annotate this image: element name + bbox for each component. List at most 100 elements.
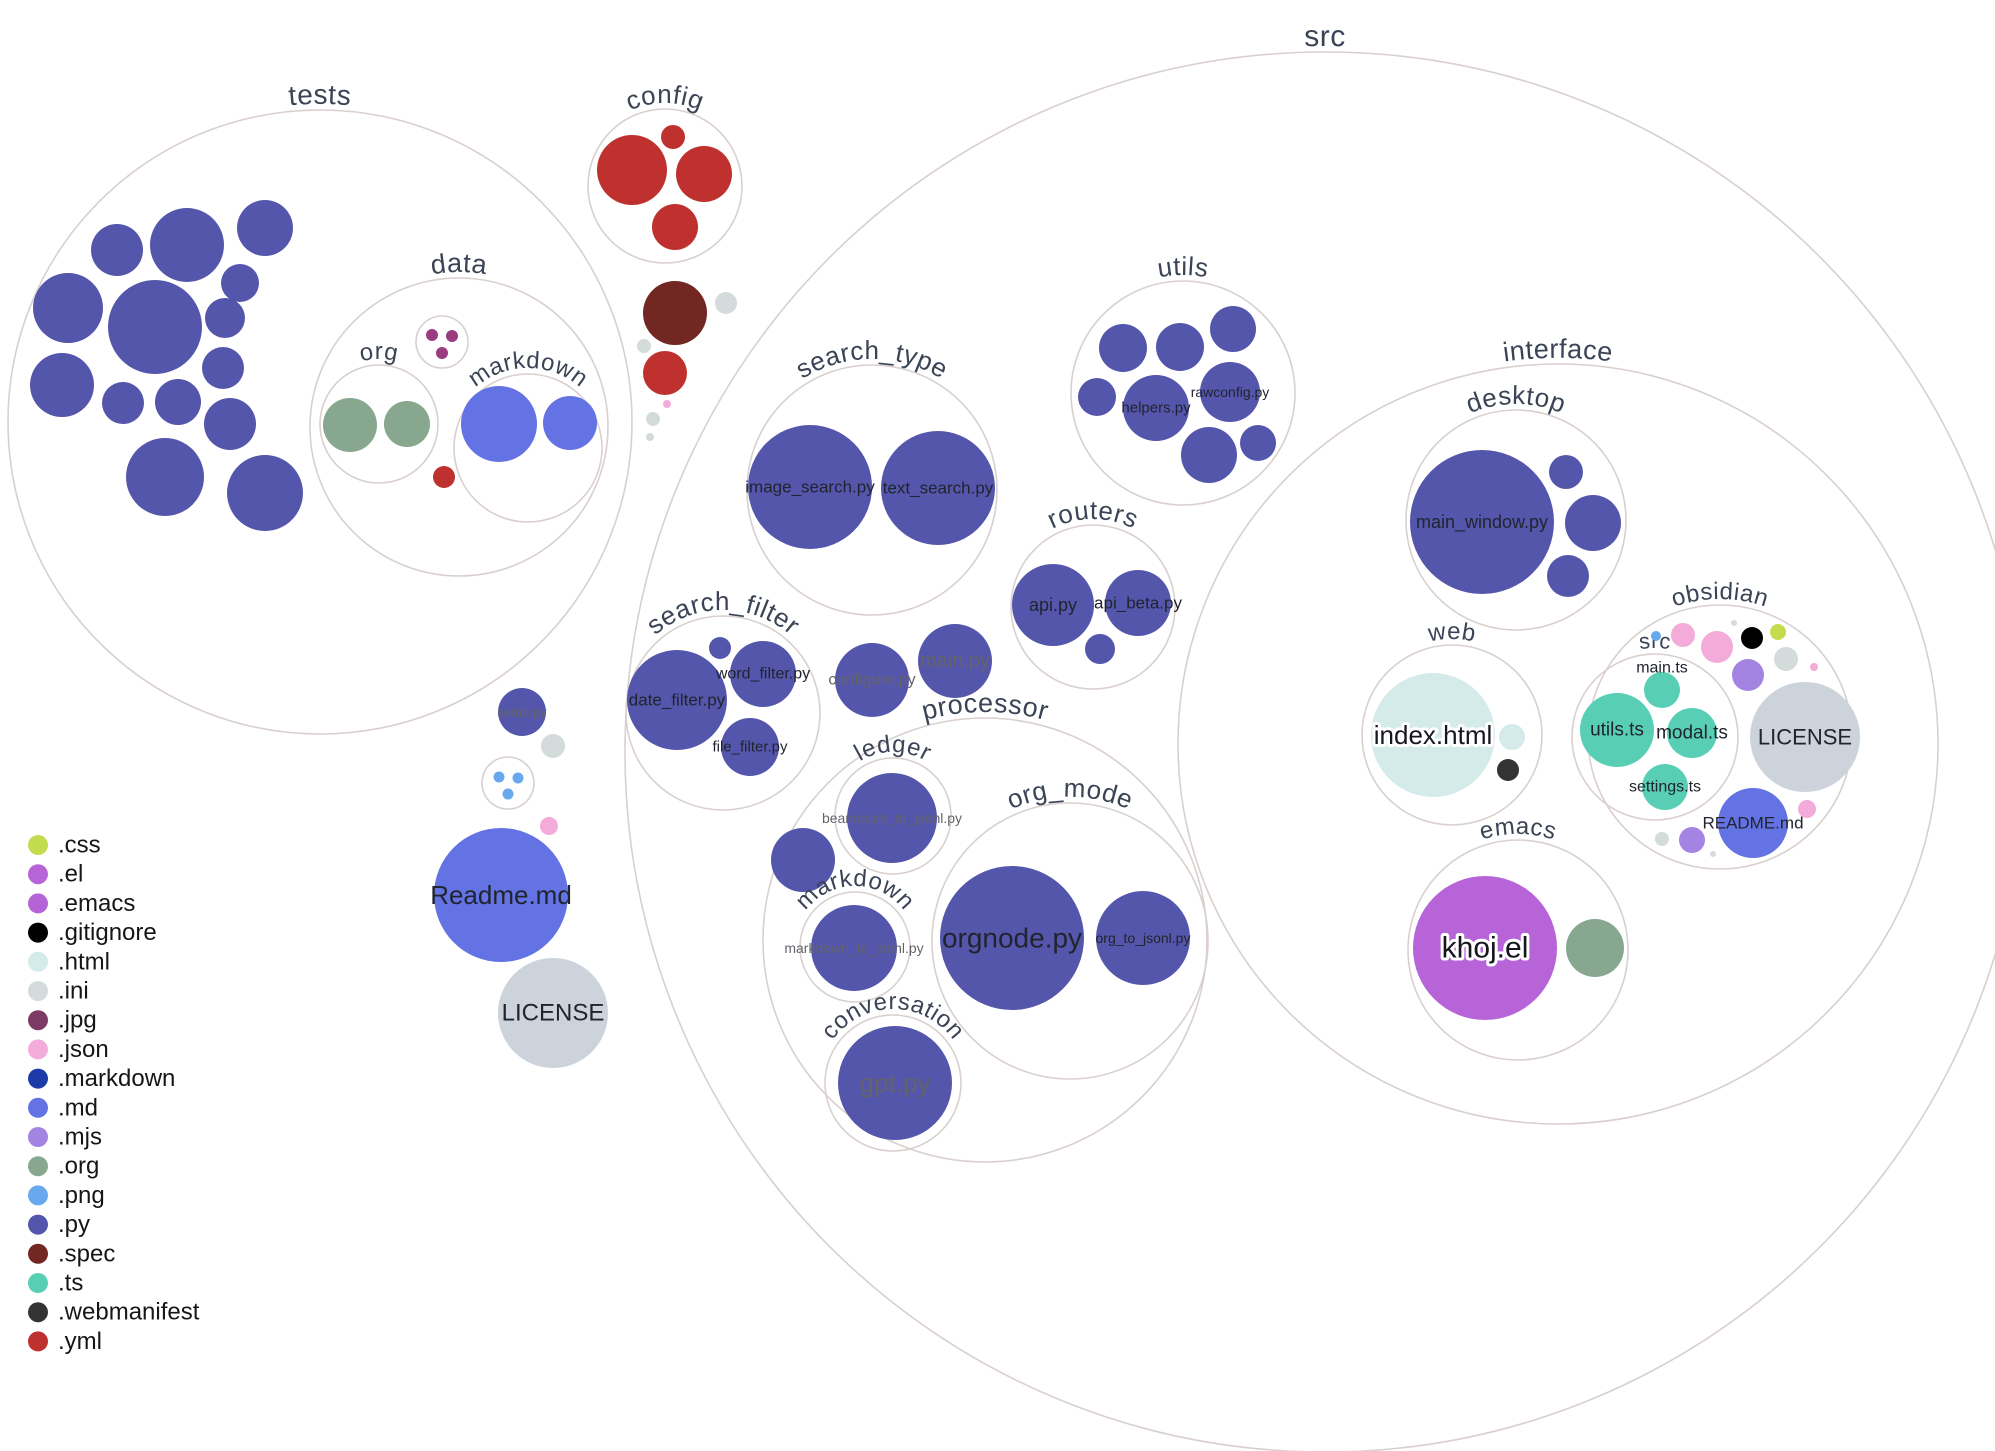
folder-circle-data-org: [319, 364, 439, 484]
file-circle-tests-py-4: [221, 264, 259, 302]
file-circle-khoj.el: [1413, 876, 1557, 1020]
folder-circle-tests: [7, 109, 633, 735]
folder-label-utils: utils: [1155, 251, 1210, 283]
file-circle-utils-py-4: [1078, 378, 1116, 416]
folder-label-org_mode: org_mode: [1002, 773, 1137, 815]
folder-label-tests: tests: [287, 79, 352, 111]
file-circle-image_search.py: [748, 425, 872, 549]
folder-label-search_filter: search_filter: [640, 586, 806, 640]
legend-item-spec: .spec: [28, 1240, 115, 1267]
file-circle-root-yml: [643, 351, 687, 395]
folder-label-desktop: desktop: [1462, 380, 1570, 419]
folder-circle-search_filter: [625, 615, 821, 811]
file-label-utils.ts: utils.ts: [1590, 720, 1644, 741]
file-circle-obsidian-ini-3: [1655, 832, 1669, 846]
file-circle-tests-py-3: [237, 200, 293, 256]
folder-label-data-markdown: markdown: [463, 347, 593, 393]
file-circle-modal.ts: [1667, 708, 1717, 758]
file-circle-obsidian-png: [1651, 631, 1661, 641]
file-circle-configure.py: [835, 643, 909, 717]
legend-item-el: .el: [28, 861, 83, 888]
file-label-obsidian-LICENSE: LICENSE: [1758, 725, 1852, 750]
file-label-api.py: api.py: [1029, 595, 1077, 615]
file-circle-root-json-2: [540, 817, 558, 835]
folder-label-config: config: [621, 79, 708, 116]
legend-label-css: .css: [58, 832, 101, 859]
file-label-main.py: main.py: [920, 650, 990, 672]
legend-item-gitignore: .gitignore: [28, 919, 157, 946]
file-circle-rawconfig.py: [1200, 362, 1260, 422]
legend-dot-org: [28, 1156, 48, 1177]
file-circle-tests-py-13: [126, 438, 204, 516]
legend-item-jpg: .jpg: [28, 1007, 97, 1034]
file-circle-data-yml: [433, 466, 455, 488]
legend-item-ini: .ini: [28, 978, 89, 1005]
folder-label-src: src: [1304, 20, 1346, 53]
file-circle-config-yml-3: [676, 146, 732, 202]
legend-label-ts: .ts: [58, 1270, 83, 1297]
file-circle-utils-py-1: [1099, 324, 1147, 372]
file-circle-tests-py-7: [205, 298, 245, 338]
legend-item-webmanifest: .webmanifest: [28, 1299, 200, 1326]
file-label-modal.ts: modal.ts: [1656, 723, 1728, 744]
folder-circle-emacs: [1407, 839, 1629, 1061]
nodes-layer: tests data org markdown config setup.py Readme…: [7, 20, 1995, 1451]
file-circle-utils.ts: [1580, 693, 1654, 767]
folder-label-ledger: ledger: [850, 731, 936, 767]
legend-item-py: .py: [28, 1211, 90, 1238]
file-circle-tests-py-10: [102, 382, 144, 424]
legend-label-webmanifest: .webmanifest: [58, 1299, 200, 1326]
folder-circle-config: [587, 108, 743, 264]
file-label-word_filter.py: word_filter.py: [715, 666, 810, 683]
file-circle-obsidian-README.md: [1718, 788, 1788, 858]
file-circle-Readme.md: [434, 828, 568, 962]
file-circle-orgnode.py: [940, 866, 1084, 1010]
file-circle-obsidian-mjs-2: [1679, 827, 1705, 853]
folder-circle-ledger: [834, 757, 952, 875]
legend-dot-webmanifest: [28, 1302, 48, 1323]
file-circle-obsidian-json-4: [1798, 800, 1816, 818]
legend-label-spec: .spec: [58, 1240, 115, 1267]
file-circle-obsidian-json-3: [1810, 663, 1818, 671]
file-label-setup.py: setup.py: [497, 705, 547, 720]
folder-circle-routers: [1010, 524, 1176, 690]
legend-dot-ts: [28, 1273, 48, 1293]
file-label-orgnode.py: orgnode.py: [942, 923, 1082, 954]
legend-label-emacs: .emacs: [58, 890, 135, 917]
file-circle-word_filter.py: [730, 641, 796, 707]
file-circle-index.html: [1371, 673, 1495, 797]
file-circle-data-jpg-1: [426, 329, 438, 341]
legend-dot-png: [28, 1185, 48, 1206]
file-label-obsidian-README.md: README.md: [1702, 814, 1803, 833]
file-circle-utils-py-5: [1181, 427, 1237, 483]
folder-circle-search_type: [746, 364, 998, 616]
file-label-api_beta.py: api_beta.py: [1094, 594, 1182, 613]
file-circle-tests-py-12: [204, 398, 256, 450]
file-circle-obsidian-ini-1: [1731, 620, 1737, 626]
file-label-configure.py: configure.py: [828, 672, 915, 689]
folder-circle-data: [309, 277, 609, 577]
legend-dot-emacs: [28, 893, 48, 914]
folder-circle-desktop: [1405, 409, 1627, 631]
file-circle-utils-py-3: [1210, 306, 1256, 352]
file-circle-desktop-py-3: [1547, 555, 1589, 597]
legend-dot-html: [28, 951, 48, 972]
file-circle-tests-py-11: [155, 379, 201, 425]
file-circle-api_beta.py: [1105, 570, 1171, 636]
legend-label-markdown: .markdown: [58, 1065, 175, 1092]
legend-label-jpg: .jpg: [58, 1007, 97, 1034]
file-circle-obsidian-ini-4: [1710, 851, 1716, 857]
legend-dot-css: [28, 835, 48, 855]
file-circle-obsidian-mjs-1: [1732, 659, 1764, 691]
file-circle-routers-py-1: [1085, 634, 1115, 664]
file-circle-org_to_jsonl.py: [1096, 891, 1190, 985]
file-circle-data-org-2: [384, 401, 430, 447]
legend-dot-ini: [28, 981, 48, 1001]
file-circle-config-yml-1: [597, 135, 667, 205]
legend-item-md: .md: [28, 1094, 98, 1121]
legend-dot-mjs: [28, 1127, 48, 1147]
legend-dot-yml: [28, 1331, 48, 1352]
legend-dot-py: [28, 1214, 48, 1235]
file-circle-tests-py-2: [150, 208, 224, 282]
